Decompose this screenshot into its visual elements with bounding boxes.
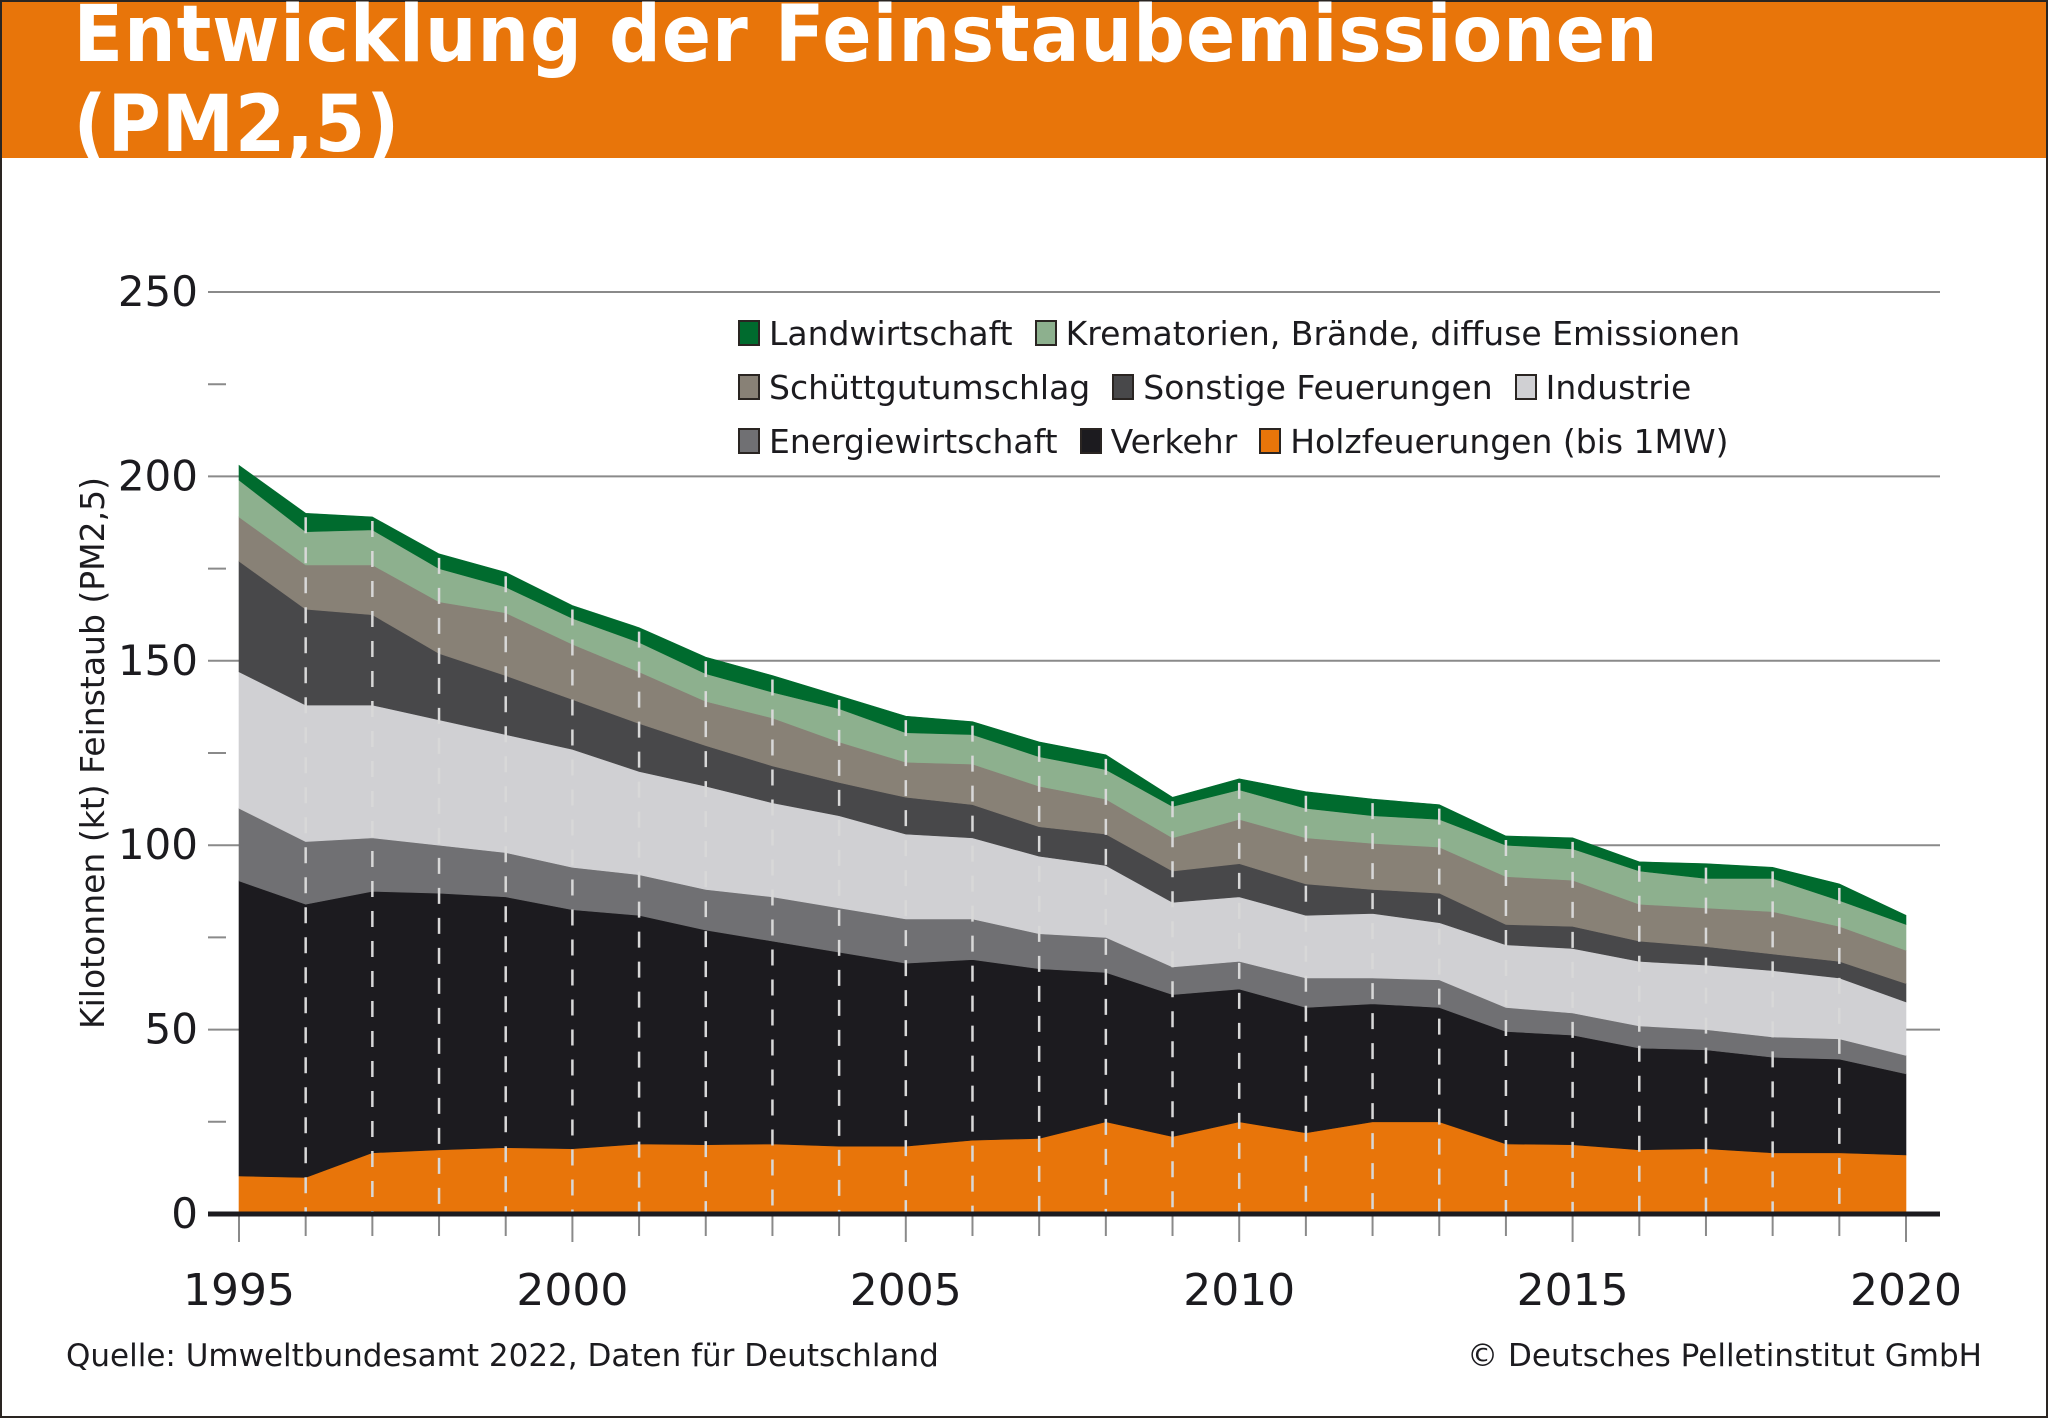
x-tick-label: 2010 — [1183, 1265, 1295, 1316]
legend-item: Krematorien, Brände, diffuse Emissionen — [1034, 313, 1741, 353]
legend-swatch — [1514, 374, 1537, 400]
legend-label: Landwirtschaft — [769, 313, 1013, 353]
legend-label: Verkehr — [1110, 421, 1238, 461]
y-tick-label: 250 — [118, 267, 198, 316]
legend-item: Landwirtschaft — [738, 314, 1013, 353]
y-tick-label: 200 — [118, 451, 198, 500]
legend-label: Holzfeuerungen (bis 1MW) — [1290, 421, 1729, 461]
y-tick-label: 100 — [118, 820, 198, 869]
chart-title: Entwicklung der Feinstaubemissionen (PM2… — [73, 0, 1659, 170]
y-tick-label: 0 — [171, 1189, 198, 1238]
legend-swatch — [1112, 374, 1135, 400]
legend-label: Schüttgutumschlag — [769, 367, 1091, 407]
legend: Landwirtschaft Krematorien, Brände, diffu… — [738, 306, 1762, 468]
area-landwirtschaft — [238, 464, 1907, 925]
x-tick-label: 2005 — [850, 1265, 962, 1316]
legend-item: Verkehr — [1079, 421, 1238, 461]
legend-label: Industrie — [1545, 367, 1692, 407]
legend-item: Sonstige Feuerungen — [1112, 367, 1493, 407]
year-dashed-lines — [304, 517, 1841, 1214]
legend-swatch — [1079, 428, 1102, 454]
x-tick-label: 2020 — [1850, 1265, 1962, 1316]
legend-swatch — [738, 320, 760, 346]
legend-swatch — [1034, 320, 1057, 346]
x-tick-label: 1995 — [183, 1265, 295, 1316]
legend-swatch — [738, 428, 760, 454]
axes: 0 50 100 150 200 250 1995 2000 2005 2010 2015 2020 — [118, 267, 1962, 1316]
legend-item: Schüttgutumschlag — [738, 368, 1090, 407]
x-tick-label: 2015 — [1517, 1265, 1629, 1316]
legend-item: Energiewirtschaft — [738, 422, 1058, 461]
y-tick-label: 50 — [145, 1005, 198, 1054]
legend-label: Sonstige Feuerungen — [1143, 367, 1493, 407]
title-bar: Entwicklung der Feinstaubemissionen (PM2… — [2, 0, 2046, 170]
source-note: Quelle: Umweltbundesamt 2022, Daten für … — [66, 1338, 939, 1374]
legend-label: Energiewirtschaft — [769, 421, 1058, 461]
legend-row: Landwirtschaft Krematorien, Brände, diffu… — [738, 306, 1762, 360]
legend-item: Industrie — [1514, 367, 1692, 407]
copyright-note: © Deutsches Pelletinstitut GmbH — [1467, 1338, 1982, 1374]
legend-row: Energiewirtschaft Verkehr Holzfeuerungen (… — [738, 414, 1762, 468]
legend-item: Holzfeuerungen (bis 1MW) — [1259, 421, 1729, 461]
legend-swatch — [1259, 428, 1282, 454]
y-axis-label: Kilotonnen (kt) Feinstaub (PM2,5) — [73, 477, 112, 1029]
legend-row: Schüttgutumschlag Sonstige Feuerungen Indu… — [738, 360, 1762, 414]
x-tick-label: 2000 — [516, 1265, 628, 1316]
y-tick-label: 150 — [118, 636, 198, 685]
legend-swatch — [738, 374, 760, 400]
legend-label: Krematorien, Brände, diffuse Emissionen — [1065, 313, 1741, 353]
area-layers — [238, 464, 1907, 1215]
